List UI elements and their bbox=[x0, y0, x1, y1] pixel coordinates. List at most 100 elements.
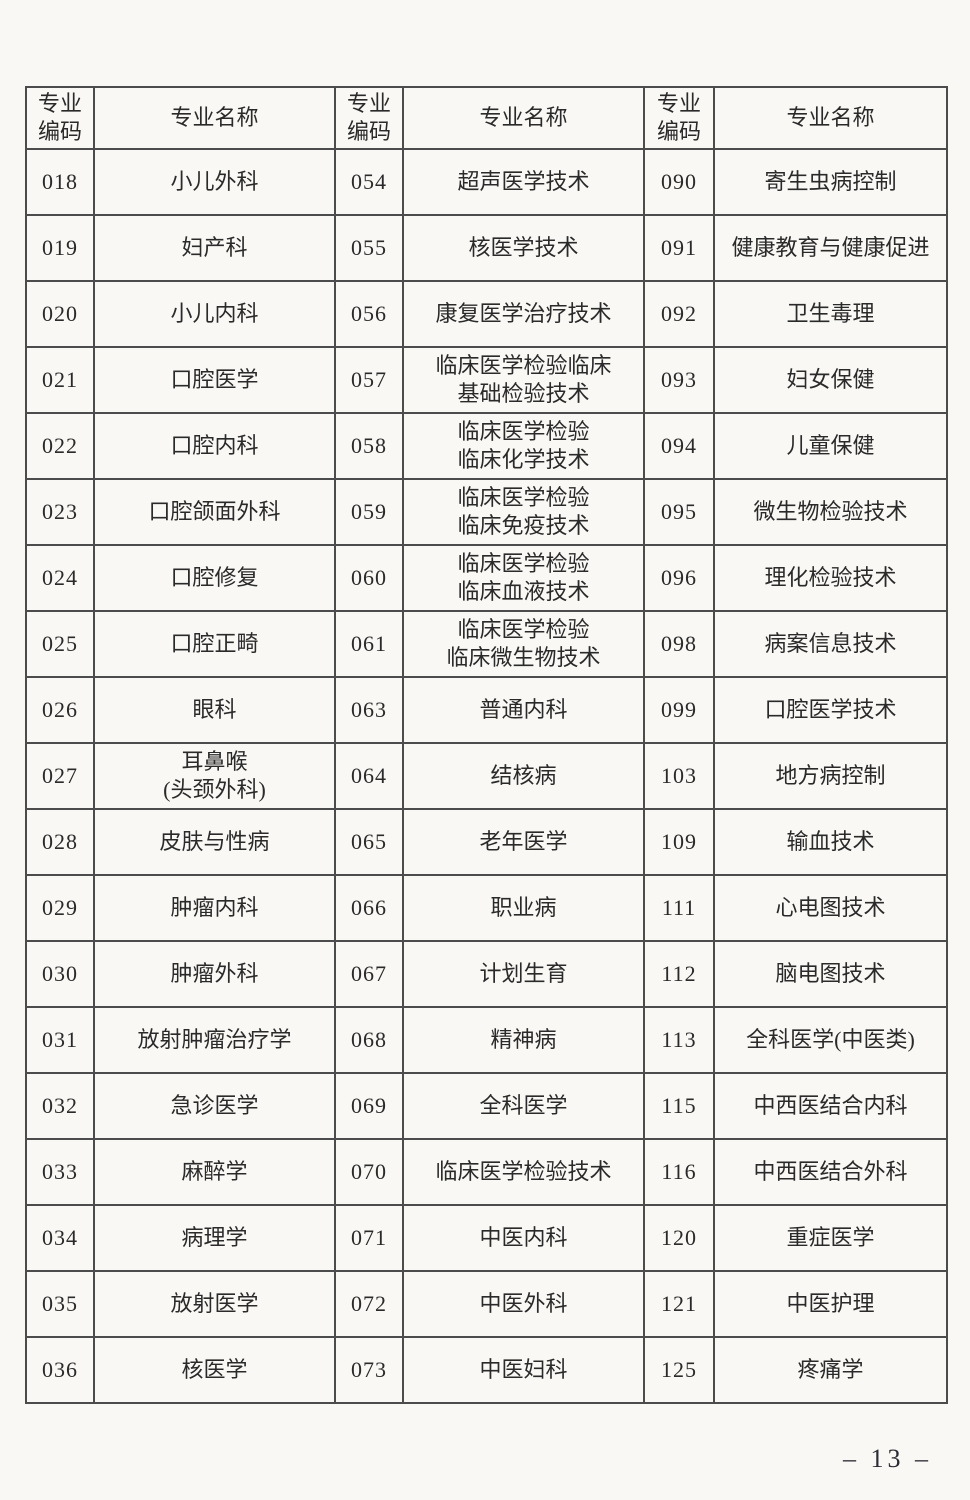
table-row: 028 皮肤与性病 065 老年医学 109 输血技术 bbox=[25, 808, 948, 877]
code-cell: 065 bbox=[334, 808, 404, 877]
name-cell: 临床医学检验 临床血液技术 bbox=[402, 544, 645, 613]
code-cell: 034 bbox=[25, 1204, 95, 1273]
code-cell: 030 bbox=[25, 940, 95, 1009]
code-cell: 093 bbox=[643, 346, 715, 415]
code-cell: 090 bbox=[643, 148, 715, 217]
code-cell: 072 bbox=[334, 1270, 404, 1339]
code-cell: 028 bbox=[25, 808, 95, 877]
name-cell: 地方病控制 bbox=[713, 742, 948, 811]
code-cell: 054 bbox=[334, 148, 404, 217]
table-row: 029 肿瘤内科 066 职业病 111 心电图技术 bbox=[25, 874, 948, 943]
code-cell: 061 bbox=[334, 610, 404, 679]
name-cell: 儿童保健 bbox=[713, 412, 948, 481]
code-cell: 060 bbox=[334, 544, 404, 613]
code-cell: 033 bbox=[25, 1138, 95, 1207]
name-cell: 核医学技术 bbox=[402, 214, 645, 283]
name-cell: 临床医学检验技术 bbox=[402, 1138, 645, 1207]
code-cell: 098 bbox=[643, 610, 715, 679]
code-cell: 096 bbox=[643, 544, 715, 613]
name-cell: 重症医学 bbox=[713, 1204, 948, 1273]
code-cell: 116 bbox=[643, 1138, 715, 1207]
code-cell: 111 bbox=[643, 874, 715, 943]
name-cell: 妇产科 bbox=[93, 214, 336, 283]
name-cell: 超声医学技术 bbox=[402, 148, 645, 217]
code-cell: 121 bbox=[643, 1270, 715, 1339]
name-cell: 肿瘤内科 bbox=[93, 874, 336, 943]
name-cell: 卫生毒理 bbox=[713, 280, 948, 349]
code-column-header: 专业 编码 bbox=[25, 85, 95, 151]
name-column-header: 专业名称 bbox=[713, 85, 948, 151]
name-cell: 心电图技术 bbox=[713, 874, 948, 943]
name-cell: 中医内科 bbox=[402, 1204, 645, 1273]
name-cell: 中西医结合内科 bbox=[713, 1072, 948, 1141]
name-cell: 麻醉学 bbox=[93, 1138, 336, 1207]
name-cell: 普通内科 bbox=[402, 676, 645, 745]
code-cell: 068 bbox=[334, 1006, 404, 1075]
table-row: 036 核医学 073 中医妇科 125 疼痛学 bbox=[25, 1336, 948, 1405]
name-cell: 耳鼻喉 (头颈外科) bbox=[93, 742, 336, 811]
name-cell: 中医护理 bbox=[713, 1270, 948, 1339]
name-cell: 中医妇科 bbox=[402, 1336, 645, 1405]
table-row: 030 肿瘤外科 067 计划生育 112 脑电图技术 bbox=[25, 940, 948, 1009]
name-cell: 放射医学 bbox=[93, 1270, 336, 1339]
code-cell: 029 bbox=[25, 874, 95, 943]
code-cell: 019 bbox=[25, 214, 95, 283]
code-cell: 018 bbox=[25, 148, 95, 217]
table-row: 026 眼科 063 普通内科 099 口腔医学技术 bbox=[25, 676, 948, 745]
table-row: 035 放射医学 072 中医外科 121 中医护理 bbox=[25, 1270, 948, 1339]
name-cell: 全科医学 bbox=[402, 1072, 645, 1141]
table-row: 020 小儿内科 056 康复医学治疗技术 092 卫生毒理 bbox=[25, 280, 948, 349]
page-number: – 13 – bbox=[843, 1444, 932, 1473]
name-cell: 输血技术 bbox=[713, 808, 948, 877]
name-cell: 健康教育与健康促进 bbox=[713, 214, 948, 283]
table-row: 033 麻醉学 070 临床医学检验技术 116 中西医结合外科 bbox=[25, 1138, 948, 1207]
code-cell: 067 bbox=[334, 940, 404, 1009]
table-row: 025 口腔正畸 061 临床医学检验 临床微生物技术 098 病案信息技术 bbox=[25, 610, 948, 679]
name-cell: 老年医学 bbox=[402, 808, 645, 877]
code-cell: 063 bbox=[334, 676, 404, 745]
name-cell: 中西医结合外科 bbox=[713, 1138, 948, 1207]
name-cell: 临床医学检验 临床微生物技术 bbox=[402, 610, 645, 679]
table-row: 034 病理学 071 中医内科 120 重症医学 bbox=[25, 1204, 948, 1273]
name-cell: 小儿内科 bbox=[93, 280, 336, 349]
name-column-header: 专业名称 bbox=[402, 85, 645, 151]
table-row: 032 急诊医学 069 全科医学 115 中西医结合内科 bbox=[25, 1072, 948, 1141]
code-cell: 027 bbox=[25, 742, 95, 811]
table-row: 031 放射肿瘤治疗学 068 精神病 113 全科医学(中医类) bbox=[25, 1006, 948, 1075]
code-cell: 024 bbox=[25, 544, 95, 613]
code-cell: 057 bbox=[334, 346, 404, 415]
table-body: 018 小儿外科 054 超声医学技术 090 寄生虫病控制 019 妇产科 055 核医学技术 0… bbox=[25, 148, 948, 1405]
table-row: 022 口腔内科 058 临床医学检验 临床化学技术 094 儿童保健 bbox=[25, 412, 948, 481]
code-cell: 055 bbox=[334, 214, 404, 283]
name-cell: 口腔内科 bbox=[93, 412, 336, 481]
name-cell: 病理学 bbox=[93, 1204, 336, 1273]
code-cell: 070 bbox=[334, 1138, 404, 1207]
code-cell: 099 bbox=[643, 676, 715, 745]
name-cell: 皮肤与性病 bbox=[93, 808, 336, 877]
name-cell: 结核病 bbox=[402, 742, 645, 811]
name-cell: 临床医学检验 临床免疫技术 bbox=[402, 478, 645, 547]
name-cell: 口腔医学技术 bbox=[713, 676, 948, 745]
code-cell: 066 bbox=[334, 874, 404, 943]
code-cell: 073 bbox=[334, 1336, 404, 1405]
code-cell: 069 bbox=[334, 1072, 404, 1141]
code-column-header: 专业 编码 bbox=[643, 85, 715, 151]
name-cell: 临床医学检验 临床化学技术 bbox=[402, 412, 645, 481]
code-cell: 023 bbox=[25, 478, 95, 547]
code-cell: 115 bbox=[643, 1072, 715, 1141]
name-cell: 理化检验技术 bbox=[713, 544, 948, 613]
name-cell: 脑电图技术 bbox=[713, 940, 948, 1009]
name-cell: 临床医学检验临床 基础检验技术 bbox=[402, 346, 645, 415]
specialty-code-table: 专业 编码 专业名称 专业 编码 专业名称 专业 编码 专业名称 018 小儿外科… bbox=[25, 85, 948, 1405]
table-row: 018 小儿外科 054 超声医学技术 090 寄生虫病控制 bbox=[25, 148, 948, 217]
code-cell: 031 bbox=[25, 1006, 95, 1075]
name-cell: 急诊医学 bbox=[93, 1072, 336, 1141]
code-cell: 026 bbox=[25, 676, 95, 745]
name-cell: 微生物检验技术 bbox=[713, 478, 948, 547]
code-cell: 109 bbox=[643, 808, 715, 877]
code-cell: 091 bbox=[643, 214, 715, 283]
name-cell: 全科医学(中医类) bbox=[713, 1006, 948, 1075]
code-cell: 035 bbox=[25, 1270, 95, 1339]
name-cell: 计划生育 bbox=[402, 940, 645, 1009]
name-cell: 肿瘤外科 bbox=[93, 940, 336, 1009]
